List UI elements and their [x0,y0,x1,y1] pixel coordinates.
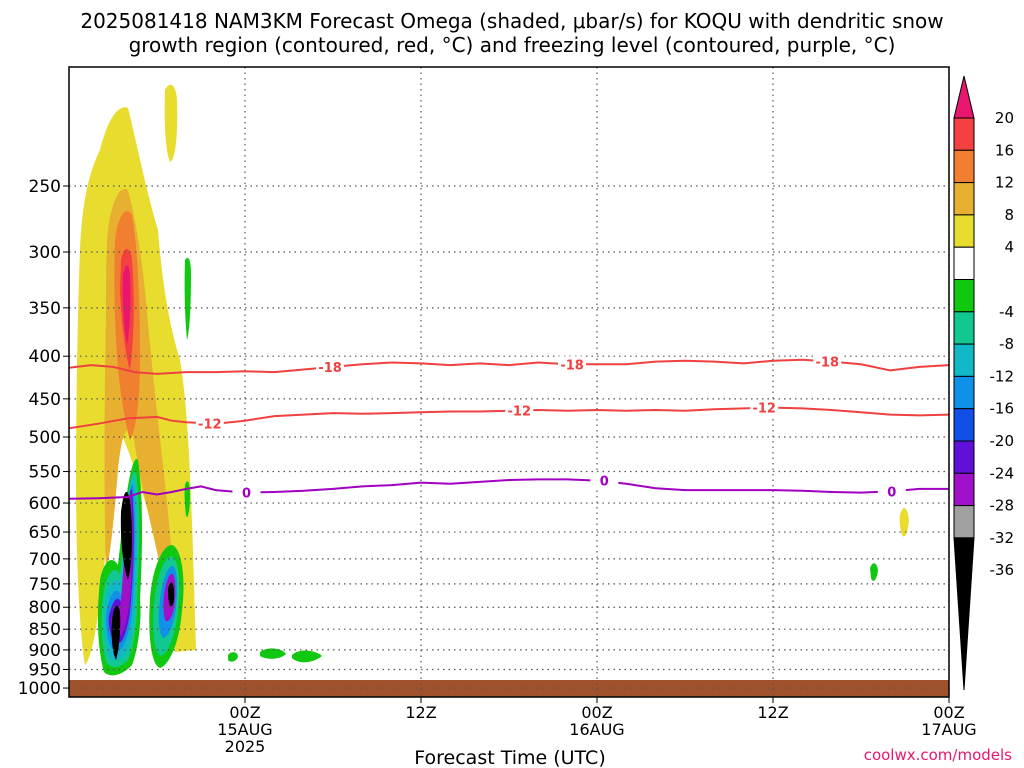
colorbar-label: 16 [995,141,1014,159]
y-tick-label: 500 [29,428,61,448]
contour-label: -12 [508,405,532,420]
y-tick-label: 250 [29,177,61,197]
y-tick-label: 1000 [18,679,61,699]
x-tick-label: 15AUG [217,720,272,739]
omega-shading [76,84,909,676]
contour-label: -12 [752,402,776,417]
colorbar-band [953,375,975,410]
contour-label: -18 [816,356,840,371]
contour-label: -12 [198,418,222,433]
y-tick-label: 850 [29,620,61,640]
colorbar-label: -20 [990,432,1015,450]
colorbar-band [953,472,975,507]
y-tick-label: 350 [29,299,61,319]
x-tick-label: 16AUG [569,720,624,739]
contour-label-bg [877,483,906,500]
colorbar-band [953,149,975,184]
y-axis: 2503003504004505005506006507007508008509… [18,177,69,699]
contour-label: 0 [242,487,251,502]
colorbar-label: 20 [995,109,1014,127]
contour-label: 0 [600,475,609,490]
colorbar-band [953,214,975,248]
y-tick-label: 900 [29,641,61,661]
plot-area [69,67,949,697]
x-tick-label: 00Z [933,703,964,722]
contour-label: -18 [560,358,584,373]
x-tick-label: 00Z [229,703,260,722]
contour-label-bg [813,353,842,370]
y-tick-label: 650 [29,523,61,543]
colorbar-band [953,408,975,442]
contour-label-bg [590,472,619,489]
y-tick-label: 550 [29,463,61,483]
y-tick-label: 600 [29,494,61,514]
colorbar-label: -4 [999,303,1014,321]
colorbar-label: -32 [990,529,1015,547]
contour-label-bg [750,399,779,416]
colorbar-label: -16 [990,400,1015,418]
y-tick-label: 450 [29,390,61,410]
colorbar-band [953,246,975,280]
colorbar-band [953,440,975,474]
contour-line [69,478,949,500]
x-tick-label: 17AUG [921,720,976,739]
y-tick-label: 400 [29,347,61,367]
colorbar-label: 4 [1004,238,1014,256]
contour-label-bg [558,356,587,373]
watermark: coolwx.com/models [864,746,1012,764]
contour-label: 0 [887,485,896,500]
x-tick-label: 00Z [581,703,612,722]
contour-label-bg [232,484,261,501]
y-tick-label: 300 [29,243,61,263]
colorbar-bottom-arrow [953,537,975,691]
colorbar-label: 12 [995,174,1014,192]
x-tick-label: 12Z [405,703,436,722]
colorbar-band [953,343,975,377]
colorbar-top-arrow [953,75,975,119]
contour-label-bg [195,415,224,432]
contours: -18 -18 -18 -12 -12 -12 0 0 0 [69,353,949,502]
grid [69,67,950,697]
x-axis-label: Forecast Time (UTC) [414,747,605,768]
contour-label: -18 [318,361,342,376]
chart-title-line2: growth region (contoured, red, °C) and f… [129,33,896,57]
chart-title-line1: 2025081418 NAM3KM Forecast Omega (shaded… [80,9,943,33]
y-tick-label: 950 [29,660,61,680]
y-tick-label: 800 [29,598,61,618]
colorbar-label: -8 [999,335,1014,353]
plot-border [68,66,950,698]
colorbar-band [953,117,975,151]
y-tick-label: 700 [29,550,61,570]
colorbar-label: -12 [990,367,1015,385]
colorbar-band [953,182,975,216]
colorbar: 20 16 12 8 4 -4 -8 -12 -16 -20 -24 -28 -32 -36 [953,75,1015,691]
contour-label-bg [505,402,534,419]
colorbar-label: -24 [990,464,1015,482]
colorbar-label: -28 [990,497,1015,515]
colorbar-label: -36 [990,561,1015,579]
contour-label-bg [316,358,345,375]
colorbar-band [953,311,975,345]
y-tick-label: 750 [29,575,61,595]
colorbar-band [953,279,975,313]
colorbar-label: 8 [1004,206,1014,224]
colorbar-band [953,505,975,539]
contour-line [69,358,949,375]
x-tick-label: 12Z [757,703,788,722]
x-tick-label: 2025 [225,737,266,756]
